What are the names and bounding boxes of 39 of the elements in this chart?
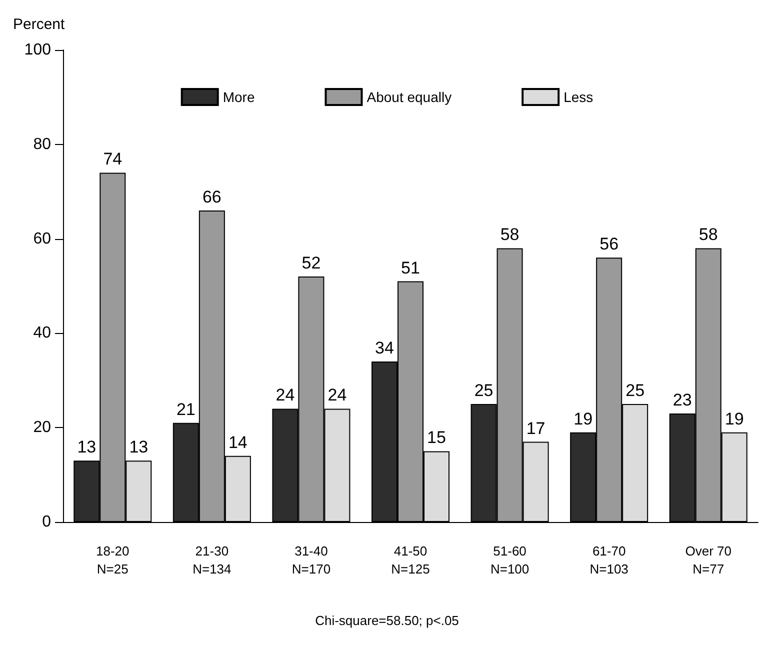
legend-label: More	[222, 89, 255, 105]
data-label: 51	[401, 258, 420, 278]
x-tick-label: 18-20 N=25	[96, 544, 130, 576]
data-label: 19	[724, 409, 744, 428]
y-tick-label: 20	[33, 419, 52, 436]
y-tick-label: 100	[24, 42, 52, 58]
text: Chi-square=58.50; p<.05	[315, 613, 459, 628]
data-label: 58	[500, 225, 520, 244]
y-tick-label: 40	[33, 324, 52, 342]
data-label: 56	[600, 234, 619, 254]
data-label: 19	[574, 409, 593, 428]
data-label: 14	[228, 432, 248, 452]
x-tick-label: 51-60 N=100	[490, 544, 530, 576]
y-tick-label: 0	[42, 514, 52, 530]
data-label: 17	[526, 418, 546, 438]
y-tick-label: 60	[33, 230, 52, 248]
x-tick-label: 21-30 N=134	[192, 544, 232, 576]
data-label: 13	[77, 438, 96, 457]
data-label: 74	[103, 150, 122, 169]
data-label: 24	[276, 386, 295, 405]
data-label: 15	[427, 428, 446, 448]
legend-label: Less	[564, 89, 594, 105]
data-label: 34	[375, 338, 394, 358]
x-tick-label: 61-70 N=103	[590, 544, 628, 576]
legend-label: About equally	[366, 89, 452, 105]
x-tick-label: Over 70 N=77	[685, 544, 732, 576]
data-label: 25	[474, 381, 494, 400]
data-label: 25	[626, 381, 645, 400]
x-tick-label: 31-40 N=170	[292, 544, 331, 576]
data-label: 66	[202, 187, 222, 206]
data-label: 52	[302, 254, 321, 273]
x-tick-label: 41-50 N=125	[391, 544, 430, 576]
data-label: 58	[698, 225, 718, 244]
data-label: 13	[129, 438, 148, 457]
data-label: 24	[328, 386, 347, 405]
y-tick-label: 80	[33, 136, 52, 153]
data-label: 21	[176, 400, 196, 419]
y-axis-title: Percent	[13, 16, 66, 33]
data-label: 23	[672, 390, 692, 410]
